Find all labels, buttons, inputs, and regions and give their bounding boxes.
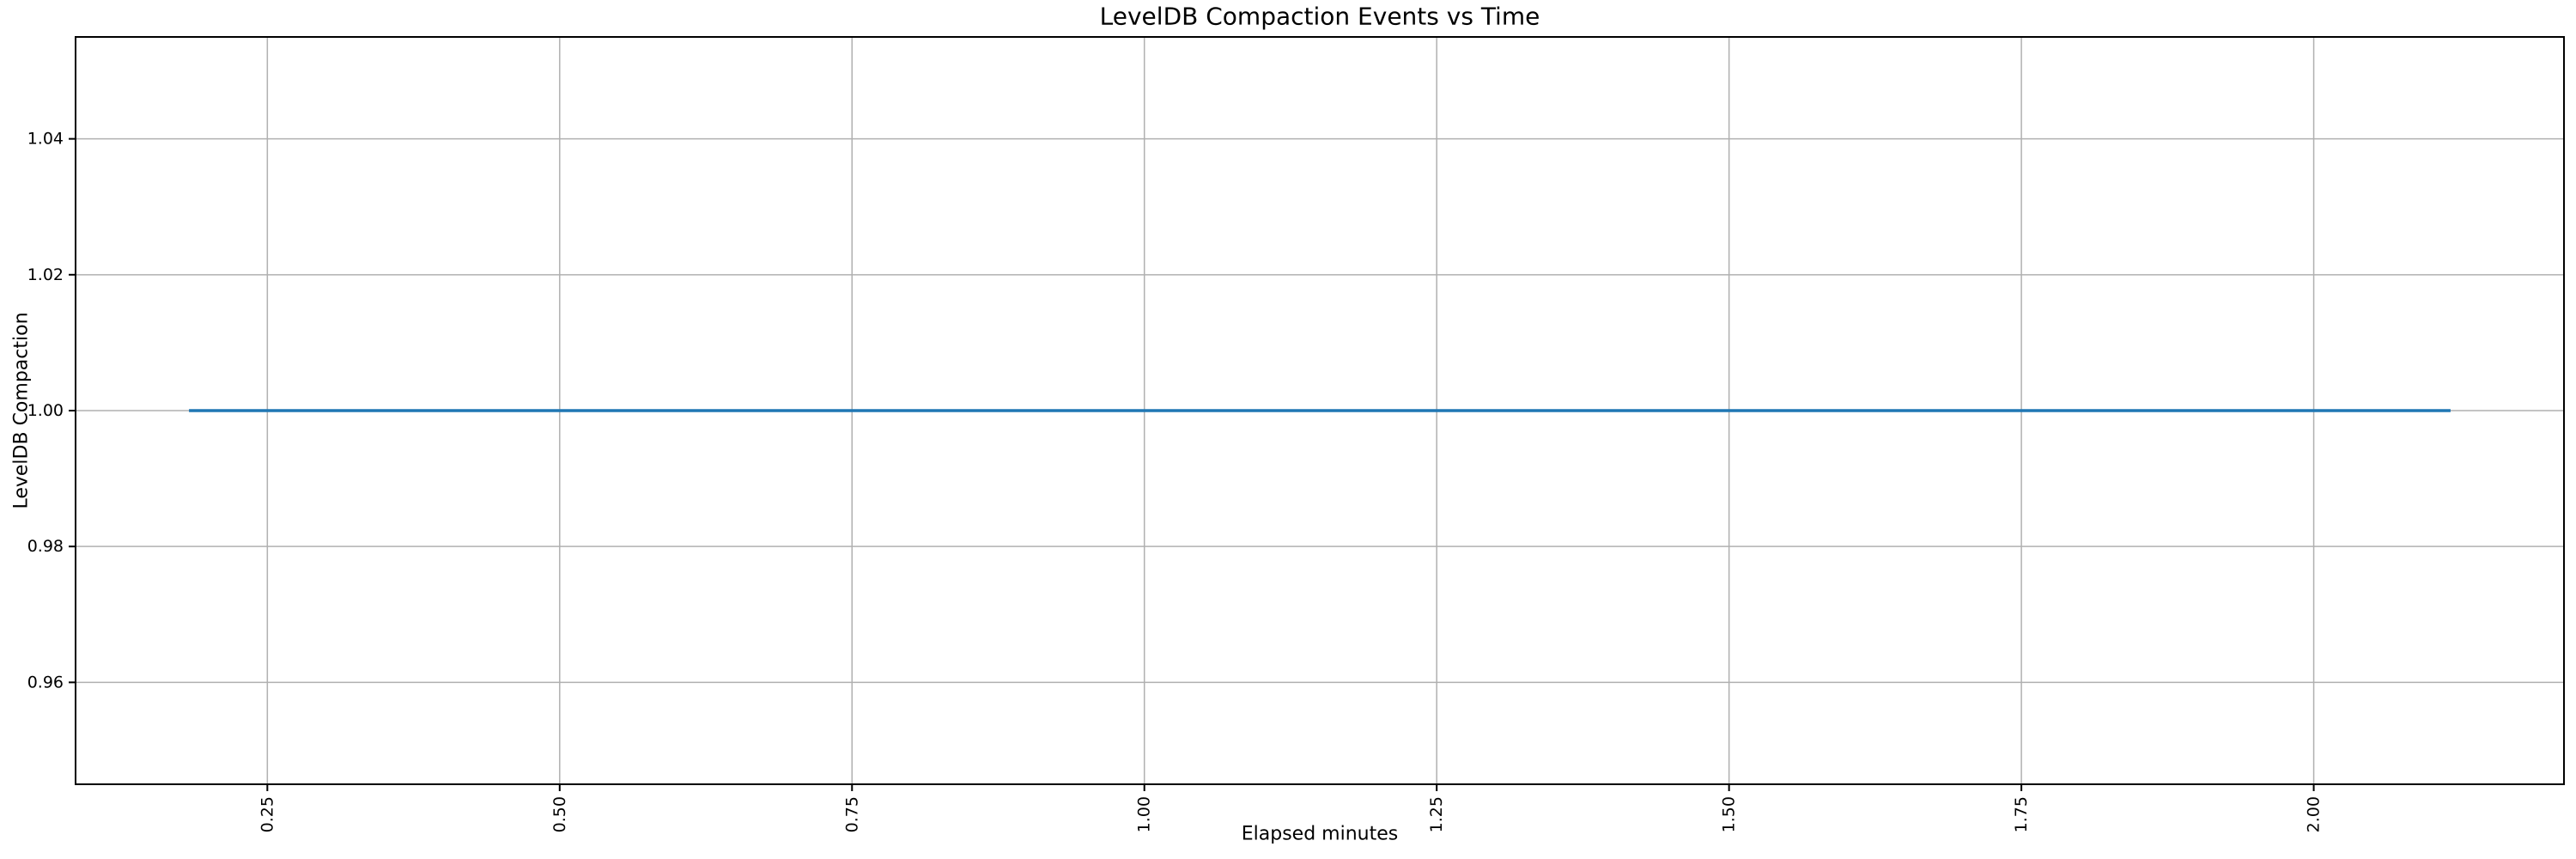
x-tick-label: 2.00 [2305, 796, 2324, 832]
x-tick-label: 1.25 [1427, 796, 1446, 832]
y-tick-label: 1.02 [27, 265, 64, 284]
chart-title: LevelDB Compaction Events vs Time [1099, 2, 1540, 31]
x-tick-label: 1.00 [1135, 796, 1154, 832]
y-tick-label: 0.96 [27, 673, 64, 691]
x-tick-label: 1.50 [1720, 796, 1739, 832]
y-tick-label: 1.00 [27, 401, 64, 420]
y-tick-label: 0.98 [27, 537, 64, 556]
y-tick-label: 1.04 [27, 130, 64, 149]
x-tick-label: 1.75 [2012, 796, 2031, 832]
x-tick-label: 0.25 [258, 796, 276, 832]
x-axis-label: Elapsed minutes [1241, 823, 1399, 845]
x-tick-label: 0.75 [842, 796, 861, 832]
x-tick-label: 0.50 [550, 796, 569, 832]
y-axis-label: LevelDB Compaction [10, 312, 33, 509]
